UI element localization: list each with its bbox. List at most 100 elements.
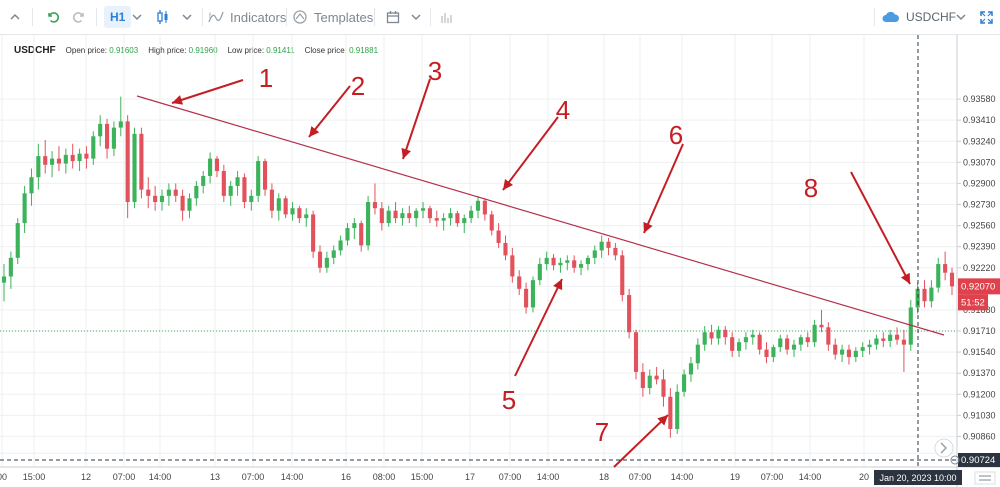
candle-body (276, 198, 281, 211)
price-tick-label: 0.91370 (963, 368, 996, 378)
time-tick-label: 07:00 (113, 472, 136, 482)
annotation-arrow (643, 143, 684, 234)
calendar-chevron-down-icon[interactable] (407, 5, 425, 29)
candle-body (338, 240, 343, 251)
toolbar-divider (430, 8, 431, 26)
svg-text:f: f (209, 13, 211, 20)
annotation-arrowhead (503, 179, 514, 190)
annotation-arrowhead (900, 272, 910, 284)
candle-body (599, 241, 604, 251)
templates-button[interactable]: Templates (292, 5, 373, 29)
symbol-selector[interactable]: USDCHF (882, 5, 956, 29)
candle-body (785, 338, 790, 350)
candle-body (235, 177, 240, 186)
undo-icon[interactable] (42, 5, 64, 29)
toolbar-divider (374, 8, 375, 26)
volume-bars-icon[interactable] (436, 5, 458, 29)
candle-body (221, 171, 226, 196)
annotation-arrow (308, 85, 351, 138)
symbol-chevron-down-icon[interactable] (952, 5, 970, 29)
annotation-number: 5 (502, 385, 516, 415)
candle-body (627, 295, 632, 333)
candle-body (510, 255, 515, 277)
toolbar-divider (202, 8, 203, 26)
candle-body (860, 347, 865, 351)
candle-body (84, 153, 89, 159)
candlestick-type-icon[interactable] (152, 5, 174, 29)
price-tick-label: 0.91540 (963, 347, 996, 357)
annotation-number: 6 (669, 120, 683, 150)
candle-body (716, 329, 721, 339)
candle-body (70, 154, 75, 162)
time-tick-label: 14:00 (149, 472, 172, 482)
candle-body (290, 208, 295, 215)
candle-body (606, 241, 611, 248)
time-tick-label: 14:00 (671, 472, 694, 482)
time-tick-label: 14:00 (799, 472, 822, 482)
price-tick-label: 0.93070 (963, 157, 996, 167)
candle-body (1, 276, 7, 283)
candle-body (805, 337, 810, 343)
candle-body (372, 202, 378, 209)
time-tick-label: 14:00 (281, 472, 304, 482)
price-tick-label: 0.92390 (963, 242, 996, 252)
zoom-icon[interactable] (950, 455, 960, 465)
annotation-arrow (514, 278, 563, 377)
candle-body (888, 334, 893, 341)
candle-body (153, 195, 158, 203)
price-tick-label: 0.91030 (963, 410, 996, 420)
candle-body (633, 332, 639, 372)
timeframe-button[interactable]: H1 (104, 6, 132, 28)
candle-body (620, 255, 625, 296)
candle-body (420, 208, 426, 211)
timeframe-chevron-down-icon[interactable] (128, 5, 146, 29)
countdown-label: 51:52 (961, 297, 985, 308)
annotation-number: 2 (351, 71, 365, 101)
candle-body (427, 208, 432, 219)
time-tick-label: 12 (81, 472, 91, 482)
annotation-arrowhead (401, 147, 411, 159)
time-tick-label: 16 (341, 472, 351, 482)
candle-body (496, 230, 501, 243)
time-tick-label: 07:00 (499, 472, 522, 482)
templates-label: Templates (314, 9, 374, 25)
candle-body (448, 213, 453, 219)
price-chart[interactable]: 1 2 3456780.935800.934100.932400.930700.92… (0, 35, 1000, 487)
templates-icon (293, 10, 307, 24)
candle-body (503, 242, 508, 256)
calendar-icon[interactable] (382, 5, 404, 29)
axis-settings-button[interactable] (974, 471, 996, 485)
candle-body (331, 250, 336, 258)
annotation-arrow (502, 116, 559, 191)
candle-body (8, 257, 13, 277)
candle-body (654, 375, 659, 380)
collapse-chevron-icon[interactable] (4, 5, 26, 29)
price-tick-label: 0.93580 (963, 94, 996, 104)
current-price-label: 0.92070 (961, 281, 995, 292)
candle-body (826, 327, 831, 345)
candle-body (585, 257, 590, 265)
redo-icon[interactable] (68, 5, 90, 29)
chart-type-chevron-down-icon[interactable] (178, 5, 196, 29)
expand-icon[interactable] (976, 5, 996, 29)
candle-body (407, 213, 412, 219)
candle-body (22, 193, 27, 224)
candle-body (833, 344, 838, 355)
candle-body (441, 218, 446, 221)
candle-body (201, 175, 206, 186)
indicators-button[interactable]: f Indicators (208, 5, 286, 29)
candle-body (544, 257, 549, 265)
annotation-arrowhead (643, 221, 653, 233)
annotation-arrow (613, 414, 669, 468)
symbol-label: USDCHF (906, 10, 956, 24)
candle-body (682, 374, 687, 392)
trendline (136, 95, 945, 336)
candle-body (743, 337, 748, 343)
crosshair-time-label: Jan 20, 2023 10:00 (879, 473, 956, 483)
candle-body (146, 189, 151, 196)
price-tick-label: 0.92900 (963, 178, 996, 188)
candle-body (304, 214, 309, 219)
scroll-right-button[interactable] (934, 438, 954, 458)
candle-body (166, 189, 171, 196)
candle-body (180, 195, 185, 211)
